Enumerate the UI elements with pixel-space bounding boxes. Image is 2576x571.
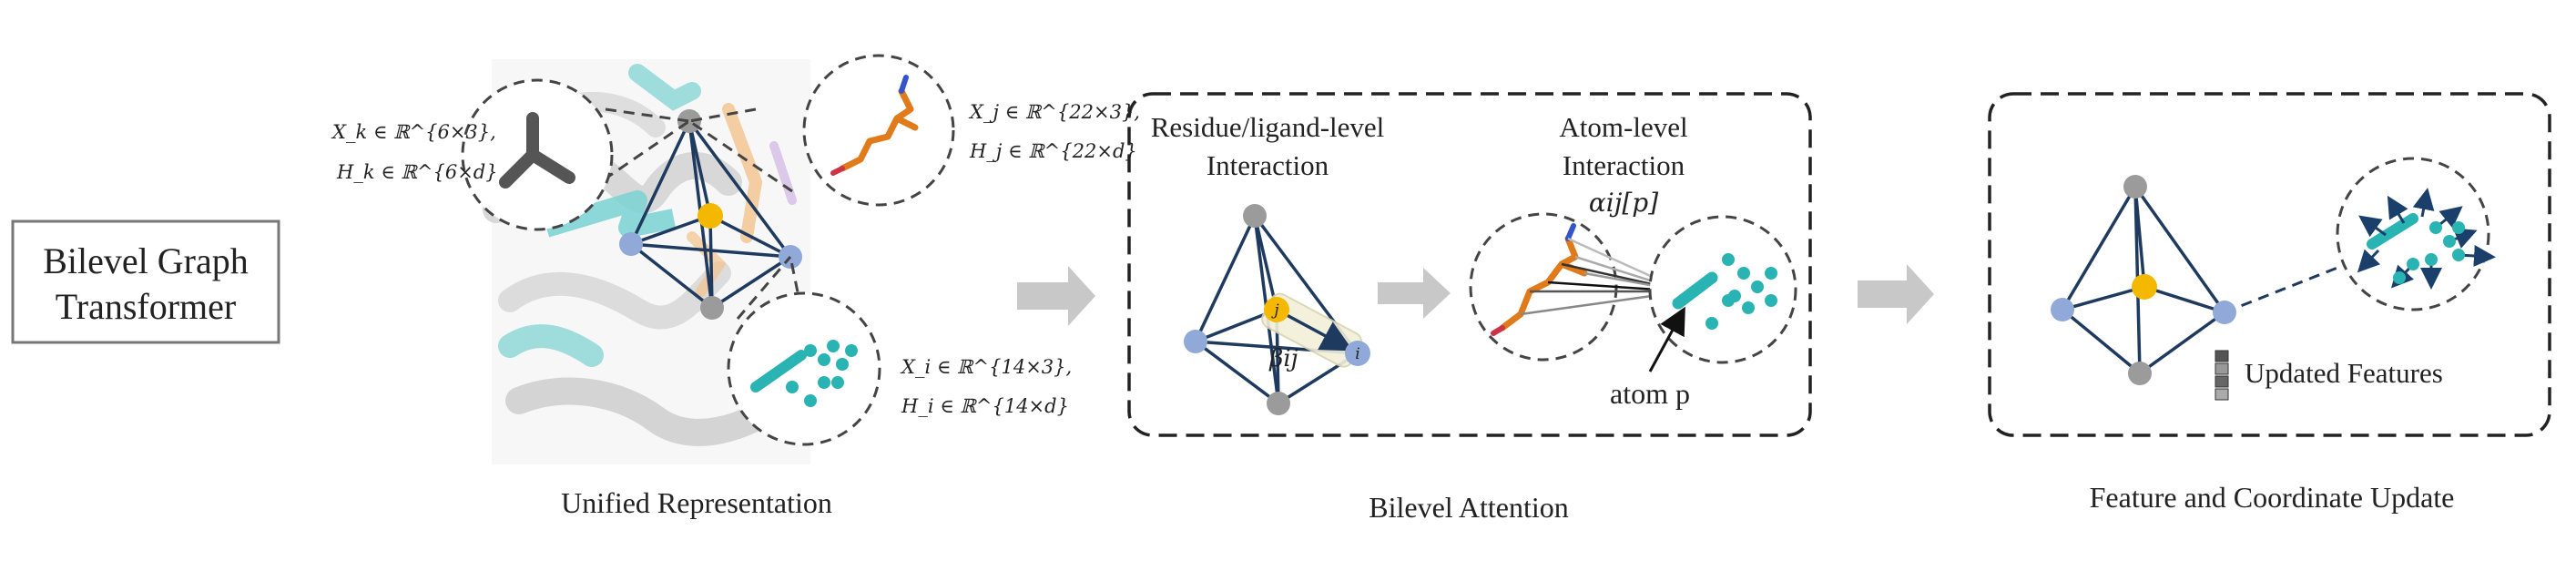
alpha-ij-label: αij[p] xyxy=(1589,188,1658,218)
caption-feature-coordinate-update: Feature and Coordinate Update xyxy=(2090,481,2455,514)
panel-bilevel-attention: Residue/ligand-level Interaction Atom-le… xyxy=(1127,92,1812,524)
node-i xyxy=(1345,341,1370,366)
atom-level-residue-circle xyxy=(1648,215,1797,364)
math-i-h: H_i ∈ ℝ^{14×d} xyxy=(901,395,1069,417)
updated-residue-circle xyxy=(2336,157,2496,311)
node-update-top xyxy=(2123,175,2147,199)
node-residue-bottom xyxy=(1267,392,1290,415)
flow-arrow-inner xyxy=(1378,268,1451,319)
caption-unified-representation: Unified Representation xyxy=(561,486,832,519)
node-i-label: i xyxy=(1355,345,1359,363)
atom-p-label: atom p xyxy=(1610,377,1690,410)
update-zoom-connector-1 xyxy=(2224,249,2382,314)
atom-p-pointer xyxy=(1648,306,1685,372)
attention-arrow-j-to-i xyxy=(1276,308,1354,352)
node-j-label: j xyxy=(1270,301,1279,320)
node-k-top xyxy=(677,109,701,133)
node-update-left xyxy=(2051,298,2074,321)
feature-vector-icon xyxy=(2215,350,2229,401)
node-j xyxy=(1264,297,1289,322)
atom-level-title-1: Atom-level xyxy=(1559,111,1687,143)
flow-arrow-2 xyxy=(1858,264,1934,324)
residue-level-title-2: Interaction xyxy=(1207,149,1329,181)
node-center-gold xyxy=(697,203,723,229)
panel-feature-coordinate-update: Updated Features Feature and Coordinate … xyxy=(1988,92,2551,514)
node-bottom xyxy=(700,296,724,320)
title-line-2: Transformer xyxy=(56,286,237,327)
atom-level-ligand-circle xyxy=(1469,212,1618,362)
node-update-bottom xyxy=(2128,362,2152,385)
math-k-x: X_k ∈ ℝ^{6×3}, xyxy=(331,121,496,143)
node-residue-top xyxy=(1243,204,1267,228)
graph-unified xyxy=(629,119,792,310)
math-j-h: H_j ∈ ℝ^{22×d} xyxy=(969,140,1137,162)
node-residue-left xyxy=(1184,330,1207,353)
title-box: Bilevel Graph Transformer xyxy=(11,219,280,344)
atom-level-title-2: Interaction xyxy=(1563,149,1685,181)
panel-unified-representation: X_k ∈ ℝ^{6×3}, H_k ∈ ℝ^{6×d} X_j ∈ ℝ^{22… xyxy=(331,54,1140,519)
math-j-x: X_j ∈ ℝ^{22×3}, xyxy=(968,101,1140,123)
beta-ij-label: βij xyxy=(1268,345,1298,372)
caption-bilevel-attention: Bilevel Attention xyxy=(1369,491,1569,524)
zoom-circle-j xyxy=(802,54,955,207)
residue-level-title-1: Residue/ligand-level xyxy=(1151,111,1385,143)
node-update-center xyxy=(2132,274,2157,300)
flow-arrow-1 xyxy=(1017,266,1095,326)
title-line-1: Bilevel Graph xyxy=(43,240,249,281)
math-i-x: X_i ∈ ℝ^{14×3}, xyxy=(900,356,1072,378)
zoom-circle-k xyxy=(461,78,614,231)
node-left xyxy=(619,232,643,256)
zoom-circle-i xyxy=(727,291,881,446)
updated-features-label: Updated Features xyxy=(2245,357,2443,389)
node-update-right xyxy=(2213,301,2236,324)
math-k-h: H_k ∈ ℝ^{6×d} xyxy=(336,161,498,183)
